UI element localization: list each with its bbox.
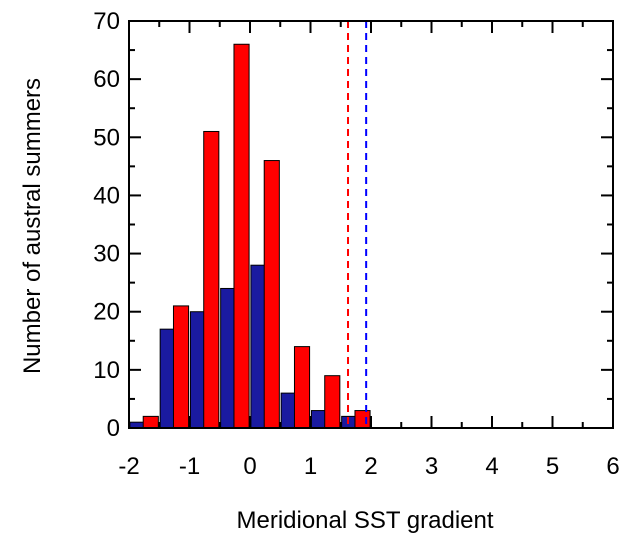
y-tick-label: 50	[93, 124, 120, 151]
x-tick-label: 4	[485, 453, 498, 480]
bar-series2-bin1	[142, 415, 159, 429]
y-axis-label: Number of austral summers	[19, 78, 46, 374]
reference-lines-layer	[347, 21, 368, 428]
bar-series2-bin4	[233, 43, 250, 429]
bar-series2-bin2	[172, 305, 190, 429]
x-tick-label: 6	[606, 453, 619, 480]
bar-series1-bin5	[250, 264, 267, 429]
bar-series2-bin7	[324, 375, 341, 429]
y-tick-label: 30	[93, 241, 120, 268]
y-tick-label: 0	[107, 415, 120, 442]
bar-series1-bin8	[341, 415, 357, 429]
y-tick-label: 60	[93, 66, 120, 93]
bar-series2-bin5	[263, 160, 280, 429]
x-tick-label: -1	[179, 453, 200, 480]
bar-series1-bin4	[220, 287, 236, 429]
bar-series2-bin8	[354, 410, 371, 429]
y-tick-label: 40	[93, 182, 120, 209]
ticks-layer	[128, 20, 614, 429]
x-tick-label: 3	[425, 453, 438, 480]
x-tick-label: 1	[304, 453, 317, 480]
y-tick-label: 70	[93, 8, 120, 35]
bar-series1-bin3	[189, 311, 206, 429]
bar-series2-bin6	[293, 346, 311, 429]
bar-series1-bin7	[310, 410, 327, 429]
bar-series1-bin2	[159, 328, 176, 429]
bars-layer	[129, 43, 371, 429]
y-tick-label: 10	[93, 357, 120, 384]
x-axis-label: Meridional SST gradient	[236, 507, 493, 534]
y-tick-label: 20	[93, 299, 120, 326]
x-tick-label: 5	[546, 453, 559, 480]
bar-series2-bin3	[203, 130, 220, 429]
bar-series1-bin6	[280, 392, 297, 429]
x-tick-label: -2	[118, 453, 139, 480]
x-tick-label: 0	[243, 453, 256, 480]
x-tick-label: 2	[364, 453, 377, 480]
